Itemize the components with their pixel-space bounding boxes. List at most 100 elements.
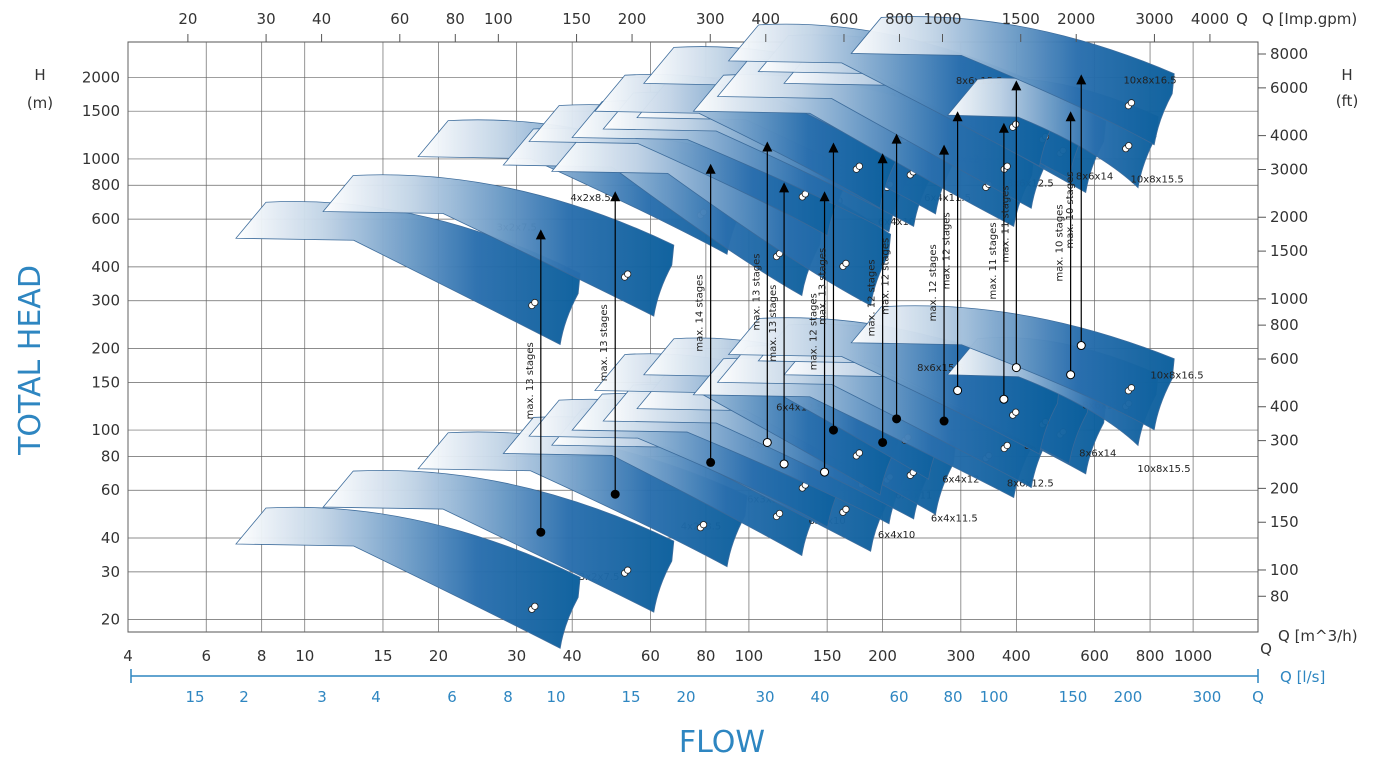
multistage-bep-marker [855, 162, 863, 170]
stage-arrow-start-dot [999, 394, 1009, 404]
stage-arrow-label: max. 11 stages [988, 222, 999, 299]
y-tick-label-ft: 600 [1270, 350, 1299, 368]
single-stage-curve-label: 8x6x15.5 [917, 363, 964, 374]
x-tick-label-ls: 4 [371, 688, 381, 706]
stage-arrow-start-dot [878, 437, 888, 447]
x-tick-label-impgpm: 80 [446, 10, 465, 28]
x-tick-label-ls: 30 [755, 688, 774, 706]
single-stage-bep-marker [624, 566, 632, 574]
x-tick-label-ls: 3 [317, 688, 327, 706]
x-tick-label-impgpm: 150 [562, 10, 591, 28]
stage-arrow-label: max. 12 stages [809, 293, 820, 370]
multistage-bep-marker [842, 259, 850, 267]
x-tick-label-m3h: 20 [429, 647, 448, 665]
stage-arrow-start-dot [892, 414, 902, 424]
stage-arrow-label: max. 13 stages [525, 342, 536, 419]
multistage-bep-marker [1003, 162, 1011, 170]
single-stage-curve-label: 10x8x15.5 [1137, 464, 1190, 475]
x-tick-label-m3h: 10 [295, 647, 314, 665]
single-stage-curve-label: 6x4x11.5 [931, 514, 978, 525]
stage-arrow-label: max. 13 stages [768, 285, 779, 362]
y-tick-label-ft: 200 [1270, 479, 1299, 497]
x-tick-label-ls: 15 [185, 688, 204, 706]
y-tick-label-m: 400 [91, 258, 120, 276]
x-tick-label-m3h: 200 [868, 647, 897, 665]
single-stage-bep-marker [855, 449, 863, 457]
x-tick-label-impgpm: 200 [618, 10, 647, 28]
x-tick-label-m3h: 800 [1136, 647, 1165, 665]
stage-arrow-label: max. 12 stages [928, 244, 939, 321]
y-tick-label-ft: 400 [1270, 398, 1299, 416]
multistage-curve-label: 4x2x8.5 [570, 193, 610, 204]
stage-arrow-start-dot [828, 425, 838, 435]
y-right-unit: (ft) [1336, 92, 1359, 110]
y-tick-label-ft: 80 [1270, 587, 1289, 605]
y-tick-label-m: 1000 [82, 150, 120, 168]
stage-arrow-label: max. 13 stages [817, 248, 828, 325]
stage-arrow-start-dot [1011, 363, 1021, 373]
multistage-bep-marker [1125, 142, 1133, 150]
x-tick-label-ls: 150 [1059, 688, 1088, 706]
y-tick-label-m: 1500 [82, 102, 120, 120]
y-tick-label-ft: 1000 [1270, 290, 1308, 308]
single-stage-bep-marker [1127, 384, 1136, 392]
x-bottom-q: Q [1260, 640, 1272, 658]
y-tick-label-ft: 300 [1270, 432, 1299, 450]
stage-arrow-start-dot [779, 459, 789, 469]
single-stage-curve-band [850, 305, 1175, 431]
stage-arrow-label: max. 12 stages [942, 212, 953, 289]
x-top-q: Q [1236, 10, 1248, 28]
stage-arrow-label: max. 12 stages [881, 238, 892, 315]
y-tick-label-m: 2000 [82, 68, 120, 86]
stage-arrow-start-dot [536, 527, 546, 537]
x-tick-label-impgpm: 2000 [1057, 10, 1095, 28]
x-top-unit: Q [Imp.gpm) [1262, 10, 1357, 28]
multistage-bep-marker [1127, 99, 1136, 107]
multistage-curve-label: 10x8x15.5 [1131, 174, 1184, 185]
single-stage-bep-marker [699, 521, 708, 529]
x-tick-label-m3h: 300 [947, 647, 976, 665]
stage-arrow-start-dot [939, 416, 949, 426]
x-tick-label-impgpm: 30 [257, 10, 276, 28]
x-tick-label-m3h: 400 [1002, 647, 1031, 665]
y-tick-label-ft: 800 [1270, 316, 1299, 334]
x-tick-label-ls: 15 [621, 688, 640, 706]
x-ls-unit: Q [l/s] [1280, 668, 1325, 686]
stage-arrow-label: max. 13 stages [599, 304, 610, 381]
axes: 4 6 8 10 15 20 30 40 60 80 100 150 200 300 400 600 800 10… [13, 10, 1358, 760]
stage-arrow-start-dot [1076, 341, 1086, 351]
x-tick-label-m3h: 100 [735, 647, 764, 665]
multistage-curve-band [850, 16, 1175, 146]
x-tick-label-m3h: 15 [373, 647, 392, 665]
x-tick-label-m3h: 80 [696, 647, 715, 665]
x-tick-label-m3h: 60 [641, 647, 660, 665]
single-stage-bep-marker [531, 602, 539, 610]
stage-arrow-start-dot [762, 437, 772, 447]
stage-arrow-head [535, 229, 546, 240]
x-tick-label-ls: 100 [980, 688, 1009, 706]
stage-arrow-head [877, 153, 888, 164]
x-tick-label-ls: 40 [810, 688, 829, 706]
x-tick-label-m3h: 600 [1080, 647, 1109, 665]
x-tick-label-impgpm: 4000 [1191, 10, 1229, 28]
y-tick-label-m: 300 [91, 292, 120, 310]
x-tick-label-impgpm: 100 [484, 10, 513, 28]
single-stage-curve-label: 6x4x12.5 [776, 403, 823, 414]
stage-arrow-head [762, 141, 773, 152]
x-tick-label-impgpm: 20 [178, 10, 197, 28]
single-stage-bep-marker [1003, 441, 1011, 450]
stage-arrow-label: max. 10 stages [1055, 204, 1066, 281]
multistage-bep-marker [624, 270, 632, 278]
x-ls-q: Q [1252, 688, 1264, 706]
stage-arrow-head [998, 122, 1009, 133]
x-tick-label-ls: 2 [239, 688, 249, 706]
multistage-curve-label: 8x6x14 [1076, 171, 1113, 182]
y-tick-label-ft: 150 [1270, 513, 1299, 531]
y-tick-label-m: 40 [101, 529, 120, 547]
stage-arrow-head [610, 191, 621, 202]
x-tick-label-m3h: 4 [123, 647, 133, 665]
single-stage-curve-band [322, 469, 675, 613]
y-tick-label-ft: 6000 [1270, 79, 1308, 97]
pump-curves: 3x2x7.54x2x8.56x3x9.56x3x106x4x106x3x116… [235, 16, 1204, 649]
